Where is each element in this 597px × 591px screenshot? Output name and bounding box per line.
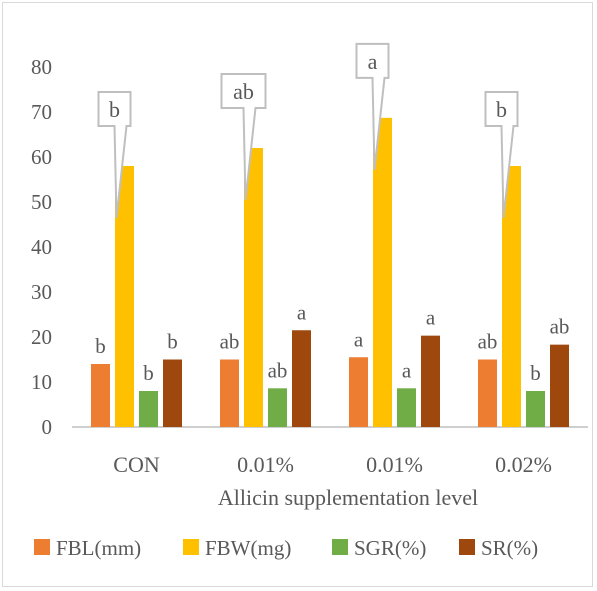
significance-label: b [167, 330, 178, 354]
significance-label: a [297, 300, 307, 324]
callout-label: ab [220, 73, 267, 201]
y-tick-label: 50 [31, 190, 52, 214]
bar-fbwmg [373, 117, 392, 427]
bar-fbwmg [502, 166, 521, 427]
bar-sr [292, 330, 311, 427]
legend-swatch [332, 539, 348, 555]
y-tick-label: 30 [31, 280, 52, 304]
legend-label: SGR(%) [354, 536, 426, 560]
bar-fblmm [349, 357, 368, 427]
significance-label: b [95, 334, 106, 358]
significance-label: ab [220, 330, 240, 354]
y-axis-ticks: 0 10 20 30 40 50 60 70 80 [31, 55, 52, 439]
significance-label: b [530, 361, 541, 385]
significance-label: b [143, 361, 154, 385]
x-axis-title: Allicin supplementation level [218, 485, 478, 510]
bar-sr [550, 344, 569, 427]
callout-text: ab [233, 79, 254, 104]
bar-sgr [139, 391, 158, 427]
bar-sr [163, 359, 182, 427]
significance-label: ab [550, 315, 570, 339]
category-label: 0.01% [237, 452, 294, 477]
significance-label: ab [268, 358, 288, 382]
significance-label: a [354, 327, 364, 351]
bar-fblmm [478, 359, 497, 427]
bar-fblmm [220, 359, 239, 427]
callout-text: b [109, 97, 120, 122]
callout-label: b [97, 91, 132, 219]
y-tick-label: 0 [42, 415, 53, 439]
legend: FBL(mm) FBW(mg) SGR(%) SR(%) [34, 536, 538, 560]
significance-label: ab [478, 330, 498, 354]
category-labels: CON 0.01% 0.01% 0.02% [113, 452, 552, 477]
legend-label: SR(%) [481, 536, 538, 560]
y-tick-label: 60 [31, 145, 52, 169]
category-label: CON [113, 452, 160, 477]
y-tick-label: 20 [31, 325, 52, 349]
callout-text: b [496, 97, 507, 122]
bar-sgr [268, 388, 287, 427]
legend-label: FBW(mg) [205, 536, 291, 560]
bar-fblmm [91, 364, 110, 427]
callout-label: a [355, 42, 390, 170]
category-label: 0.01% [366, 452, 423, 477]
category-label: 0.02% [495, 452, 552, 477]
significance-label: a [426, 306, 436, 330]
bar-fbwmg [244, 148, 263, 427]
legend-label: FBL(mm) [56, 536, 141, 560]
y-tick-label: 80 [31, 55, 52, 79]
bar-fbwmg [115, 166, 134, 427]
callout-text: a [368, 49, 378, 74]
y-tick-label: 10 [31, 370, 52, 394]
callout-label: b [484, 91, 519, 219]
y-tick-label: 40 [31, 235, 52, 259]
significance-label: a [402, 358, 412, 382]
bar-sgr [397, 388, 416, 427]
legend-swatch [183, 539, 199, 555]
legend-swatch [34, 539, 50, 555]
bars [91, 117, 569, 427]
bar-sr [421, 335, 440, 427]
bar-sgr [526, 391, 545, 427]
legend-swatch [459, 539, 475, 555]
y-tick-label: 70 [31, 100, 52, 124]
